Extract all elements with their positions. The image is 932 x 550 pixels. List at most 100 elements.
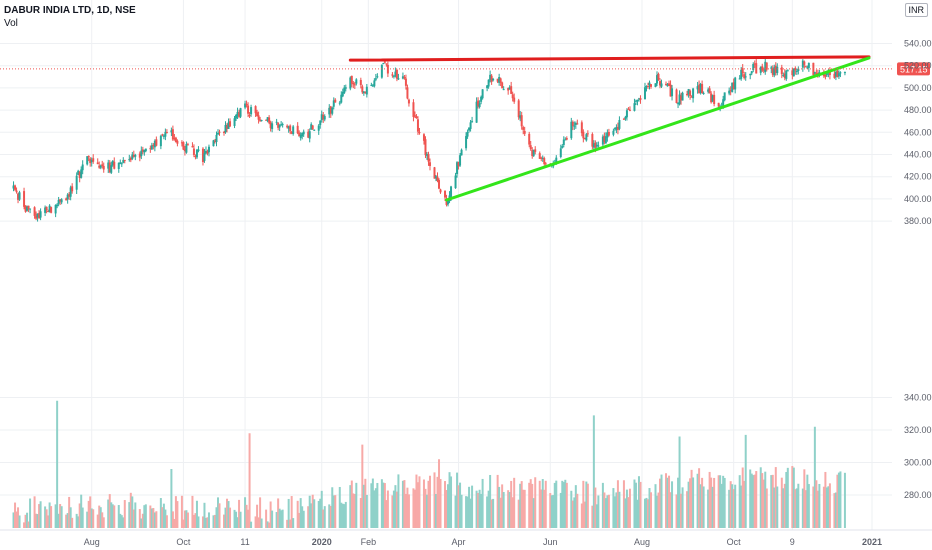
- volume-bar: [646, 499, 649, 528]
- volume-bar: [457, 485, 460, 528]
- volume-bar: [33, 496, 36, 528]
- volume-bar: [645, 497, 648, 528]
- candle-body: [27, 205, 30, 210]
- candle-body: [583, 138, 586, 140]
- candle-body: [783, 73, 786, 78]
- candle-body: [637, 98, 640, 100]
- candle-body: [110, 165, 113, 173]
- candle-body: [215, 134, 218, 143]
- volume-bar: [454, 495, 457, 528]
- volume-bar: [141, 513, 144, 528]
- candle-body: [81, 164, 84, 171]
- candle-body: [460, 149, 463, 156]
- volume-bar: [226, 498, 229, 528]
- candle-body: [634, 100, 637, 102]
- candle-body: [48, 205, 51, 213]
- candle-body: [298, 132, 301, 137]
- volume-bar: [361, 444, 364, 528]
- candle-body: [75, 175, 78, 190]
- candle-body: [80, 169, 83, 178]
- candle-body: [668, 83, 671, 86]
- volume-bar: [818, 483, 821, 528]
- volume-bar: [213, 514, 216, 528]
- candle-body: [696, 86, 699, 90]
- volume-bar: [583, 501, 586, 528]
- volume-bar: [183, 510, 186, 528]
- candle-body: [161, 134, 164, 136]
- volume-bar: [794, 489, 797, 528]
- volume-bar: [773, 487, 776, 528]
- volume-bar: [397, 474, 400, 528]
- candle-body: [341, 91, 344, 97]
- price-axis[interactable]: 380.00 400.00 420.00 440.00 460.00 480.00 500.…: [904, 39, 932, 227]
- volume-bar: [134, 502, 137, 528]
- volume-bar: [633, 479, 636, 528]
- volume-bar: [825, 487, 828, 528]
- volume-bar: [744, 434, 747, 528]
- time-axis[interactable]: Aug Oct 11 2020 Feb Apr Jun Aug Oct 9 2021: [0, 529, 932, 547]
- volume-bar: [38, 504, 41, 528]
- candle-body: [825, 72, 828, 76]
- candle-body: [29, 208, 32, 210]
- volume-bar: [350, 480, 353, 528]
- volume-bar: [728, 489, 731, 528]
- volume-bar: [149, 505, 152, 528]
- volume-bar: [576, 493, 579, 528]
- volume-bar: [622, 480, 625, 528]
- volume-bar: [680, 493, 683, 528]
- candle-body: [120, 163, 123, 165]
- volume-bar: [762, 479, 765, 528]
- candlesticks: [12, 58, 846, 222]
- volume-bar: [519, 483, 522, 528]
- volume-bar: [595, 504, 598, 528]
- volume-bar: [59, 504, 62, 528]
- volume-bar: [827, 486, 830, 528]
- volume-bar: [824, 471, 827, 528]
- volume-bar: [244, 497, 247, 528]
- candle-body: [538, 153, 541, 159]
- volume-bar: [543, 489, 546, 528]
- volume-bar: [90, 508, 93, 528]
- volume-bar: [204, 517, 207, 528]
- currency-badge[interactable]: INR: [904, 3, 928, 17]
- volume-bar: [433, 472, 436, 528]
- volume-bar: [17, 507, 20, 528]
- volume-bar: [292, 518, 295, 528]
- candle-body: [141, 149, 144, 152]
- candle-body: [301, 132, 304, 137]
- candle-body: [828, 70, 831, 76]
- symbol-title[interactable]: DABUR INDIA LTD, 1D, NSE: [4, 5, 136, 16]
- volume-bar: [281, 509, 284, 528]
- volume-bar: [438, 459, 441, 528]
- candle-body: [487, 79, 490, 87]
- volume-bar: [782, 488, 785, 528]
- candle-body: [226, 126, 229, 129]
- volume-legend[interactable]: Vol: [4, 18, 18, 29]
- candle-body: [531, 150, 534, 157]
- volume-bar: [329, 505, 332, 528]
- volume-bar: [215, 507, 218, 528]
- volume-bar: [444, 481, 447, 528]
- volume-bar: [559, 492, 562, 528]
- volume-bar: [534, 477, 537, 528]
- candle-body: [86, 156, 89, 165]
- volume-bar: [77, 516, 80, 528]
- candle-body: [248, 115, 251, 117]
- volume-bar: [656, 495, 659, 528]
- volume-bar: [239, 511, 242, 528]
- volume-bar: [250, 521, 253, 528]
- volume-bar: [764, 471, 767, 528]
- volume-bar: [669, 492, 672, 528]
- candle-body: [469, 122, 472, 129]
- candle-body: [762, 69, 765, 71]
- candle-body: [69, 187, 72, 197]
- volume-bar: [562, 482, 565, 528]
- candle-body: [645, 86, 648, 88]
- volume-bar: [564, 479, 567, 528]
- candle-body: [340, 94, 343, 103]
- volume-bar: [677, 477, 680, 528]
- volume-bar: [711, 486, 714, 528]
- candle-body: [501, 82, 504, 89]
- candle-body: [710, 93, 713, 103]
